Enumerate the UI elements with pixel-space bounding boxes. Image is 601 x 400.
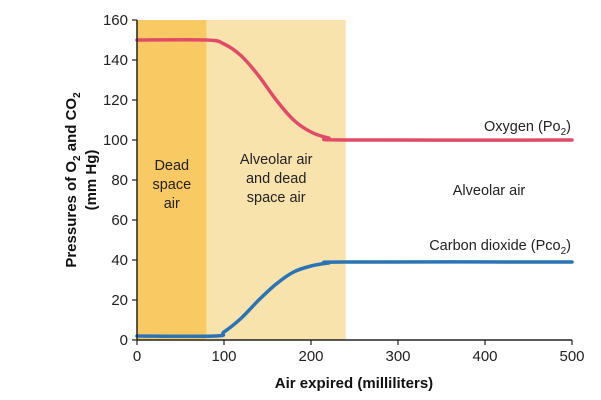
region-band-2: [345, 20, 572, 340]
x-tick-label-300: 300: [385, 348, 410, 365]
y-tick-label-60: 60: [111, 212, 128, 229]
y-tick-label-100: 100: [103, 132, 128, 149]
region-band-1: [206, 20, 346, 340]
region-band-0: [137, 20, 207, 340]
x-axis-title: Air expired (milliliters): [275, 375, 433, 392]
y-tick-label-120: 120: [103, 92, 128, 109]
x-tick-label-200: 200: [298, 348, 323, 365]
series-line-0: [135, 37, 574, 142]
ticks: 0 100 200 300 400 500 0 20 40 60 80 100 120 140 160: [103, 12, 585, 365]
x-tick-label-100: 100: [211, 348, 236, 365]
x-tick-label-400: 400: [472, 348, 497, 365]
y-axis-title: Pressures of O2 and CO2 (mm Hg): [63, 92, 100, 268]
series-line-1: [135, 260, 574, 339]
series-label-1: Carbon dioxide (Pco2): [429, 238, 571, 257]
x-tick-label-500: 500: [559, 348, 584, 365]
y-tick-label-140: 140: [103, 52, 128, 69]
region-label-1: Alveolar air and dead space air: [240, 152, 313, 206]
y-tick-label-40: 40: [111, 252, 128, 269]
series-labels: Oxygen (Po2) Carbon dioxide (Pco2): [429, 119, 571, 257]
x-tick-label-0: 0: [133, 348, 141, 365]
region-label-2: Alveolar air: [453, 183, 526, 199]
y-tick-label-80: 80: [111, 172, 128, 189]
y-tick-label-20: 20: [111, 292, 128, 309]
region-bands: [137, 20, 572, 340]
y-tick-label-0: 0: [120, 332, 128, 349]
region-label-0: Dead space air: [152, 158, 191, 212]
series-lines: [135, 37, 574, 339]
y-tick-label-160: 160: [103, 12, 128, 29]
region-labels: Dead space air Alveolar air and dead space ai…: [152, 152, 525, 212]
series-label-0: Oxygen (Po2): [484, 119, 571, 138]
y-axis-title-line-1: Pressures of O2 and CO2: [63, 92, 83, 268]
y-axis-title-line-2: (mm Hg): [83, 150, 100, 211]
